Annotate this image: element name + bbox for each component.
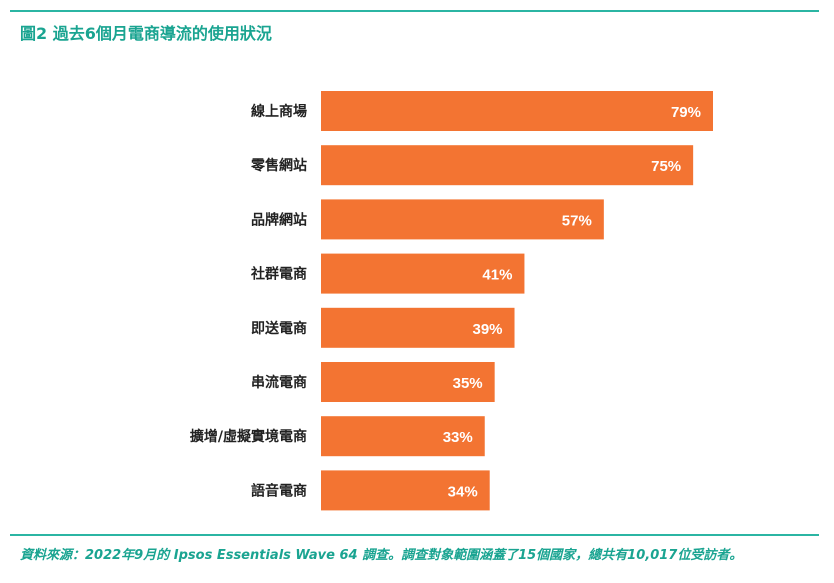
bar [321, 145, 694, 186]
value-label: 57% [562, 212, 592, 229]
value-label: 35% [453, 375, 483, 392]
bar [321, 253, 525, 294]
category-label: 社群電商 [250, 266, 307, 283]
figure-title-text: 過去6個月電商導流的使用狀況 [52, 24, 272, 43]
value-label: 33% [443, 429, 473, 446]
value-label: 39% [472, 321, 502, 338]
category-label: 語音電商 [251, 482, 307, 499]
top-divider [10, 10, 819, 12]
category-label: 串流電商 [251, 374, 307, 391]
category-label: 線上商場 [251, 103, 307, 120]
figure-number: 圖2 [20, 24, 48, 43]
category-label: 品牌網站 [251, 211, 307, 228]
source-note: 資料來源：2022年9月的 Ipsos Essentials Wave 64 調… [20, 548, 743, 563]
value-label: 75% [651, 158, 681, 175]
bar-chart: 線上商場 79% 零售網站 75% 品牌網站 57% 社群電商 41% 即送電商 39% 串流電商 3… [190, 91, 713, 511]
value-label: 34% [448, 483, 478, 500]
bottom-divider [10, 534, 819, 536]
value-label: 41% [482, 267, 512, 284]
bar [321, 199, 604, 240]
bar [321, 91, 713, 131]
bar [321, 307, 515, 348]
category-label: 擴增/虛擬實境電商 [190, 428, 307, 445]
value-label: 79% [671, 104, 701, 121]
bar [321, 362, 495, 402]
bar [321, 416, 485, 457]
category-label: 零售網站 [250, 157, 307, 174]
bar [321, 470, 490, 511]
figure-title: 圖2 過去6個月電商導流的使用狀況 [20, 20, 272, 44]
category-label: 即送電商 [251, 320, 307, 337]
